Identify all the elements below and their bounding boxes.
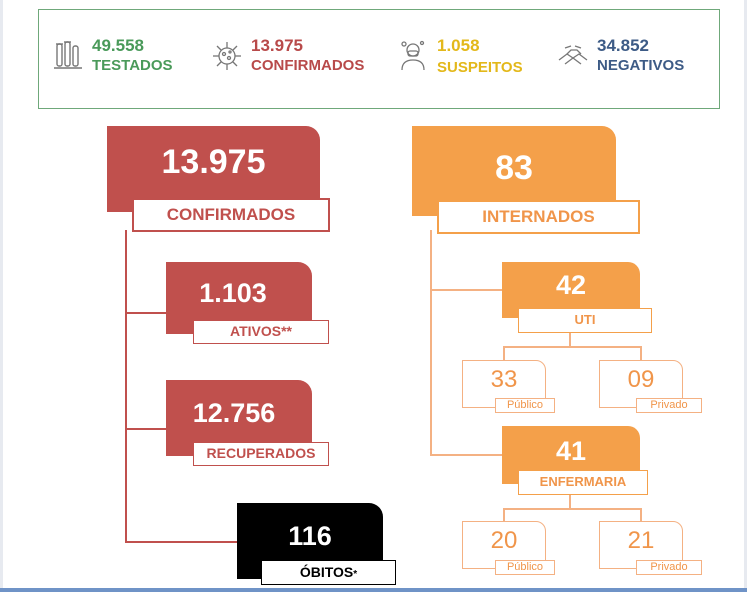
right-edge bbox=[744, 0, 747, 592]
left-edge bbox=[0, 0, 3, 592]
stat-tested: 49.558 TESTADOS bbox=[54, 36, 173, 76]
confirmed-summary-number: 13.975 bbox=[251, 36, 303, 55]
deaths-label: ÓBITOS bbox=[299, 564, 354, 580]
connector-line bbox=[640, 346, 642, 362]
connector-line bbox=[503, 508, 505, 522]
ward-private-number: 21 bbox=[627, 527, 655, 554]
connector-line bbox=[125, 230, 127, 542]
stat-negative: 34.852 NEGATIVOS bbox=[558, 36, 685, 76]
confirmed-card: 13.975 bbox=[107, 126, 320, 212]
recovered-label: RECUPERADOS bbox=[193, 442, 329, 466]
confirmed-number: 13.975 bbox=[161, 143, 266, 181]
active-label: ATIVOS** bbox=[193, 320, 329, 344]
hospitalized-label: INTERNADOS bbox=[437, 200, 640, 234]
connector-line bbox=[125, 312, 167, 314]
ward-private-label: Privado bbox=[636, 560, 702, 575]
ward-label: ENFERMARIA bbox=[518, 470, 648, 495]
connector-line bbox=[503, 346, 642, 348]
tested-number: 49.558 bbox=[92, 36, 144, 55]
ward-public-number: 20 bbox=[490, 527, 518, 554]
connector-line bbox=[430, 289, 502, 291]
deaths-number: 116 bbox=[288, 521, 332, 551]
connector-line bbox=[125, 428, 167, 430]
hospitalized-number: 83 bbox=[495, 149, 533, 187]
connector-line bbox=[640, 508, 642, 522]
icu-public-number: 33 bbox=[490, 366, 518, 393]
icu-private-label: Privado bbox=[636, 398, 702, 413]
deaths-marker: * bbox=[353, 569, 358, 580]
stat-suspected: 1.058 SUSPEITOS bbox=[401, 36, 523, 78]
deaths-label-tag: ÓBITOS* bbox=[261, 560, 396, 585]
negative-number: 34.852 bbox=[597, 36, 649, 55]
icu-private-number: 09 bbox=[627, 366, 655, 393]
recovered-number: 12.756 bbox=[192, 398, 276, 428]
suspected-number: 1.058 bbox=[437, 36, 480, 55]
handshake-icon bbox=[558, 45, 588, 65]
icu-number: 42 bbox=[555, 270, 587, 300]
confirmed-label: CONFIRMADOS bbox=[132, 198, 330, 232]
connector-line bbox=[569, 333, 571, 347]
connector-line bbox=[569, 495, 571, 509]
masked-person-icon bbox=[401, 40, 425, 71]
connector-line bbox=[430, 230, 432, 455]
suspected-label: SUSPEITOS bbox=[437, 59, 523, 76]
connector-line bbox=[503, 346, 505, 362]
bottom-edge bbox=[0, 588, 747, 592]
stat-confirmed: 13.975 CONFIRMADOS bbox=[213, 36, 365, 76]
test-tubes-icon bbox=[54, 41, 82, 69]
confirmed-summary-label: CONFIRMADOS bbox=[251, 57, 365, 74]
connector-line bbox=[430, 454, 502, 456]
active-number: 1.103 bbox=[199, 278, 267, 308]
tested-label: TESTADOS bbox=[92, 57, 173, 74]
ward-public-label: Público bbox=[495, 560, 555, 575]
virus-icon bbox=[213, 42, 241, 70]
connector-line bbox=[125, 541, 239, 543]
connector-line bbox=[503, 508, 642, 510]
summary-bar: 49.558 TESTADOS 13.975 CONFIRMADOS bbox=[38, 9, 720, 109]
icu-label: UTI bbox=[518, 308, 652, 333]
ward-number: 41 bbox=[555, 436, 587, 466]
negative-label: NEGATIVOS bbox=[597, 57, 685, 74]
icu-public-label: Público bbox=[495, 398, 555, 413]
